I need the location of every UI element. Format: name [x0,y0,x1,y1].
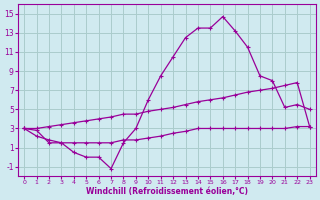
X-axis label: Windchill (Refroidissement éolien,°C): Windchill (Refroidissement éolien,°C) [86,187,248,196]
